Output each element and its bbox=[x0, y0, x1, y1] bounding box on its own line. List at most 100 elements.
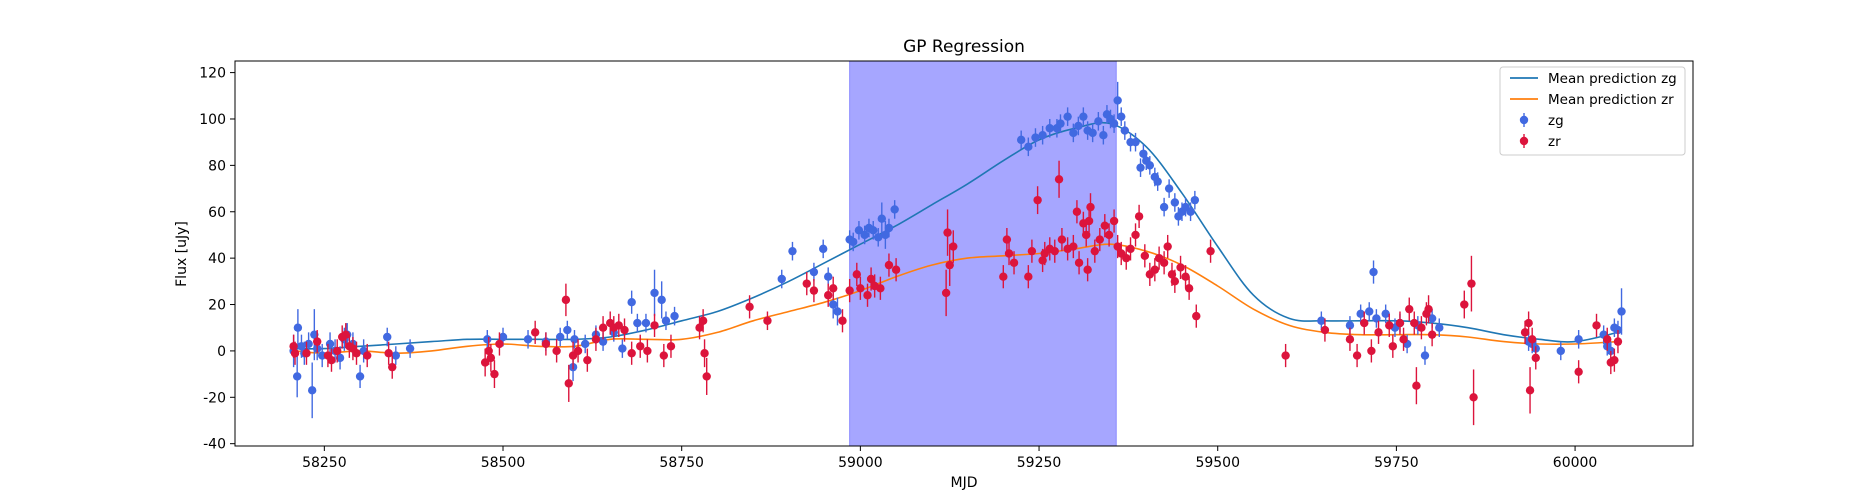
zr-point-26 bbox=[573, 346, 583, 356]
zg-point-44 bbox=[819, 244, 828, 254]
zg-point-98 bbox=[1356, 309, 1365, 319]
zr-point-32 bbox=[614, 321, 623, 330]
zg-point-2 bbox=[293, 323, 303, 332]
zr-point-111 bbox=[1320, 325, 1330, 335]
zr-point-86 bbox=[1090, 246, 1099, 256]
zr-point-38 bbox=[659, 351, 669, 360]
zr-point-128 bbox=[1460, 300, 1469, 309]
zg-point-5 bbox=[304, 339, 313, 349]
zr-point-18 bbox=[490, 369, 499, 379]
zg-point-10 bbox=[325, 339, 335, 349]
x-tick-label-58500: 58500 bbox=[481, 455, 526, 471]
zr-point-57 bbox=[876, 284, 885, 293]
zr-point-110 bbox=[1281, 351, 1290, 360]
zg-point-101 bbox=[1372, 314, 1381, 323]
zr-point-87 bbox=[1095, 235, 1104, 244]
zg-point-38 bbox=[657, 295, 666, 305]
zr-point-0 bbox=[289, 342, 298, 351]
zg-point-56 bbox=[881, 230, 890, 240]
zg-point-40 bbox=[670, 311, 679, 321]
zr-point-47 bbox=[809, 286, 819, 295]
axes: 58250 58500 58750 59000 59250 59500 59750 60000… bbox=[199, 60, 1694, 471]
legend-label-mean-prediction-zr: Mean prediction zr bbox=[1548, 92, 1674, 108]
zg-point-57 bbox=[884, 223, 894, 233]
zr-point-80 bbox=[1074, 258, 1084, 267]
zg-point-49 bbox=[849, 237, 858, 247]
zg-point-34 bbox=[627, 298, 636, 307]
zg-point-100 bbox=[1369, 267, 1378, 277]
zg-point-58 bbox=[890, 205, 899, 214]
zr-point-122 bbox=[1410, 318, 1419, 328]
zr-point-127 bbox=[1427, 330, 1437, 339]
zr-point-115 bbox=[1367, 346, 1376, 356]
zr-point-108 bbox=[1192, 311, 1201, 321]
x-tick-label-59250: 59250 bbox=[1017, 455, 1062, 471]
zg-point-33 bbox=[618, 344, 627, 353]
zg-point-7 bbox=[310, 330, 319, 339]
y-tick-label-20: 20 bbox=[208, 298, 226, 314]
zr-point-63 bbox=[949, 242, 958, 251]
zg-point-65 bbox=[1056, 119, 1065, 128]
zr-point-129 bbox=[1467, 279, 1476, 288]
zr-point-53 bbox=[856, 284, 865, 293]
zr-point-119 bbox=[1395, 318, 1405, 328]
shaded-region bbox=[849, 61, 1117, 446]
zr-point-62 bbox=[945, 260, 954, 270]
zg-point-16 bbox=[355, 372, 365, 381]
zr-point-121 bbox=[1405, 304, 1414, 314]
zr-point-44 bbox=[745, 302, 754, 312]
zr-point-34 bbox=[627, 349, 636, 358]
x-tick-label-59500: 59500 bbox=[1195, 455, 1240, 471]
legend-swatch-zr bbox=[1519, 136, 1529, 146]
zr-point-14 bbox=[388, 362, 397, 372]
zr-point-102 bbox=[1163, 242, 1172, 251]
zr-point-50 bbox=[838, 316, 847, 325]
zr-point-20 bbox=[530, 328, 540, 337]
zr-point-90 bbox=[1109, 216, 1119, 226]
legend-label-zr: zr bbox=[1548, 134, 1561, 150]
zg-point-83 bbox=[1139, 149, 1148, 158]
zr-point-74 bbox=[1050, 246, 1059, 256]
zr-point-118 bbox=[1388, 342, 1398, 351]
zr-point-133 bbox=[1525, 386, 1535, 395]
zg-point-1 bbox=[292, 372, 302, 381]
zg-point-29 bbox=[581, 339, 590, 349]
zr-point-13 bbox=[384, 349, 393, 358]
zr-point-135 bbox=[1531, 353, 1540, 363]
zr-point-101 bbox=[1159, 258, 1169, 267]
zr-point-84 bbox=[1084, 216, 1094, 226]
zr-point-141 bbox=[1613, 337, 1623, 346]
zg-point-67 bbox=[1069, 128, 1078, 138]
x-axis-label: MJD bbox=[951, 475, 978, 491]
zr-point-21 bbox=[541, 339, 551, 349]
zr-point-69 bbox=[1027, 246, 1037, 256]
zg-point-81 bbox=[1131, 137, 1140, 147]
zr-point-131 bbox=[1520, 328, 1530, 337]
zg-point-82 bbox=[1136, 163, 1145, 172]
zg-point-94 bbox=[1186, 207, 1195, 216]
zg-point-96 bbox=[1317, 316, 1326, 325]
x-tick-label-59000: 59000 bbox=[838, 455, 883, 471]
zg-point-18 bbox=[383, 332, 392, 342]
zg-point-12 bbox=[335, 353, 345, 363]
zr-point-65 bbox=[1002, 235, 1012, 244]
zr-point-83 bbox=[1083, 265, 1092, 274]
y-tick-label-60: 60 bbox=[208, 205, 226, 221]
plot-content bbox=[289, 61, 1626, 446]
zr-point-37 bbox=[650, 321, 659, 330]
zr-point-27 bbox=[583, 355, 592, 365]
y-tick-label--40: -40 bbox=[203, 437, 226, 453]
zg-point-46 bbox=[829, 300, 838, 309]
zr-point-97 bbox=[1140, 251, 1150, 261]
zr-point-89 bbox=[1104, 230, 1114, 240]
zr-point-138 bbox=[1603, 335, 1612, 344]
zr-point-79 bbox=[1072, 207, 1082, 216]
zr-point-93 bbox=[1122, 253, 1131, 263]
plot-area bbox=[289, 61, 1626, 446]
zg-point-60 bbox=[1024, 142, 1033, 152]
zg-point-51 bbox=[860, 230, 869, 240]
y-tick-label-40: 40 bbox=[208, 251, 226, 267]
chart-title: GP Regression bbox=[903, 37, 1025, 57]
zg-point-53 bbox=[869, 226, 878, 235]
